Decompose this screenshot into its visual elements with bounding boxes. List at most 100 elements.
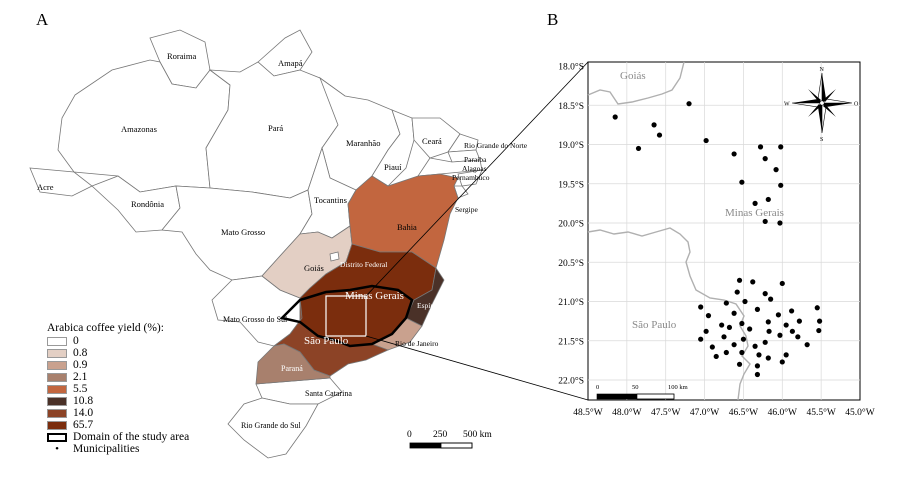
municipality-point — [762, 291, 768, 297]
goias-boundary — [587, 61, 685, 105]
legend-row: 0.8 — [47, 347, 189, 359]
label-maranhao: Maranhão — [346, 138, 380, 148]
lat-tick-label: 19.0°S — [558, 140, 584, 151]
label-acre: Acre — [37, 182, 54, 192]
state-acre — [29, 167, 93, 197]
legend-label: 14.0 — [73, 407, 94, 419]
municipality-point — [789, 308, 795, 314]
legend-municipalities-label: Municipalities — [73, 443, 140, 455]
municipality-point — [723, 349, 729, 356]
municipality-point — [698, 336, 704, 342]
state-es — [405, 266, 445, 327]
compass-e: O — [854, 102, 859, 108]
compass-s: S — [820, 137, 823, 143]
legend: Arabica coffee yield (%): 0 0.8 0.9 2.1 5.5 1… — [47, 322, 189, 455]
municipality-point — [731, 151, 737, 157]
lon-tick-label: 45.5°W — [806, 407, 835, 418]
municipality-point — [736, 361, 743, 367]
lat-tick-label: 21.5°S — [558, 336, 584, 347]
compass-w: W — [784, 102, 790, 108]
connector-line-bottom — [365, 335, 589, 401]
municipality-point — [789, 328, 795, 334]
legend-row: 5.5 — [47, 383, 189, 395]
legend-label: 10.8 — [73, 395, 94, 407]
legend-row: 10.8 — [47, 395, 189, 407]
municipality-point — [795, 334, 801, 340]
municipality-point — [703, 137, 709, 144]
lat-tick-label: 18.5°S — [558, 101, 584, 112]
label-sergipe: Sergipe — [455, 205, 478, 214]
municipality-point — [736, 277, 743, 283]
municipality-point — [747, 326, 753, 332]
legend-title: Arabica coffee yield (%): — [47, 322, 164, 334]
municipality-point — [721, 334, 727, 340]
label-sp: São Paulo — [304, 335, 349, 347]
municipality-point — [804, 342, 810, 348]
municipality-point — [779, 359, 785, 365]
municipality-point — [779, 280, 785, 287]
municipality-point — [740, 336, 747, 342]
label-rj: Rio de Janeiro — [395, 339, 439, 348]
lat-tick-label: 21.0°S — [558, 297, 584, 308]
lat-tick-label: 19.5°S — [558, 179, 584, 190]
state-parana — [255, 343, 331, 385]
legend-label: 2.1 — [73, 371, 88, 383]
municipality-point — [796, 318, 802, 324]
municipality-point — [816, 327, 822, 334]
municipality-point — [754, 363, 761, 369]
municipality-point — [783, 322, 789, 328]
scale-bar-a: 0 250 500 km — [407, 430, 492, 449]
legend-swatch — [47, 348, 67, 358]
legend-row: 65.7 — [47, 419, 189, 431]
legend-dot-icon: • — [55, 443, 59, 455]
municipality-point — [777, 332, 783, 338]
label-df: Distrito Federal — [340, 260, 387, 269]
legend-row: 2.1 — [47, 371, 189, 383]
legend-row: 14.0 — [47, 407, 189, 419]
study-domain-outline — [279, 284, 414, 348]
lon-tick-label: 46.5°W — [729, 407, 758, 418]
legend-swatch — [47, 420, 67, 430]
municipality-points — [612, 101, 823, 378]
legend-swatch — [47, 336, 67, 346]
lat-axis-labels: 18.0°S 18.5°S 19.0°S 19.5°S 20.0°S 20.5°S 21.0… — [558, 62, 584, 387]
legend-domain-row: Domain of the study area — [47, 431, 189, 443]
municipality-point — [766, 328, 772, 334]
legend-label: 65.7 — [73, 419, 94, 431]
municipality-point — [762, 156, 768, 162]
lon-tick-label: 47.0°W — [690, 407, 719, 418]
municipality-point — [757, 144, 764, 150]
panel-b-label-minas: Minas Gerais — [725, 207, 784, 219]
municipality-point — [775, 312, 782, 318]
municipality-point — [783, 352, 789, 358]
municipality-point — [739, 349, 745, 356]
municipality-point — [765, 196, 771, 203]
municipality-point — [635, 145, 642, 152]
lon-tick-label: 45.0°W — [845, 407, 874, 418]
state-alagoas — [457, 169, 483, 187]
scale-b-tick-50: 50 — [632, 384, 639, 391]
label-sc: Santa Catarina — [305, 389, 352, 398]
municipality-point — [656, 132, 663, 138]
label-ceara: Ceará — [422, 136, 442, 146]
municipality-point — [762, 339, 768, 345]
municipality-point — [814, 305, 820, 311]
municipality-point — [731, 310, 737, 316]
legend-swatch — [47, 396, 67, 406]
municipality-point — [778, 182, 784, 188]
municipality-point — [752, 343, 758, 349]
lon-axis-labels: 48.5°W 48.0°W 47.5°W 47.0°W 46.5°W 46.0°W 45.5… — [573, 407, 874, 418]
municipality-point — [719, 322, 725, 328]
label-alagoas: Alagoas — [462, 164, 487, 173]
label-goias: Goiás — [304, 263, 324, 273]
panel-b-frame — [587, 61, 861, 401]
legend-label: 0 — [73, 335, 79, 347]
municipality-point — [703, 328, 709, 334]
label-rondonia: Rondônia — [131, 199, 164, 209]
municipality-point — [686, 101, 692, 107]
municipality-point — [778, 144, 784, 150]
municipality-point — [765, 319, 771, 325]
label-bahia: Bahia — [397, 222, 417, 232]
scale-a-tick-250: 250 — [433, 430, 448, 440]
